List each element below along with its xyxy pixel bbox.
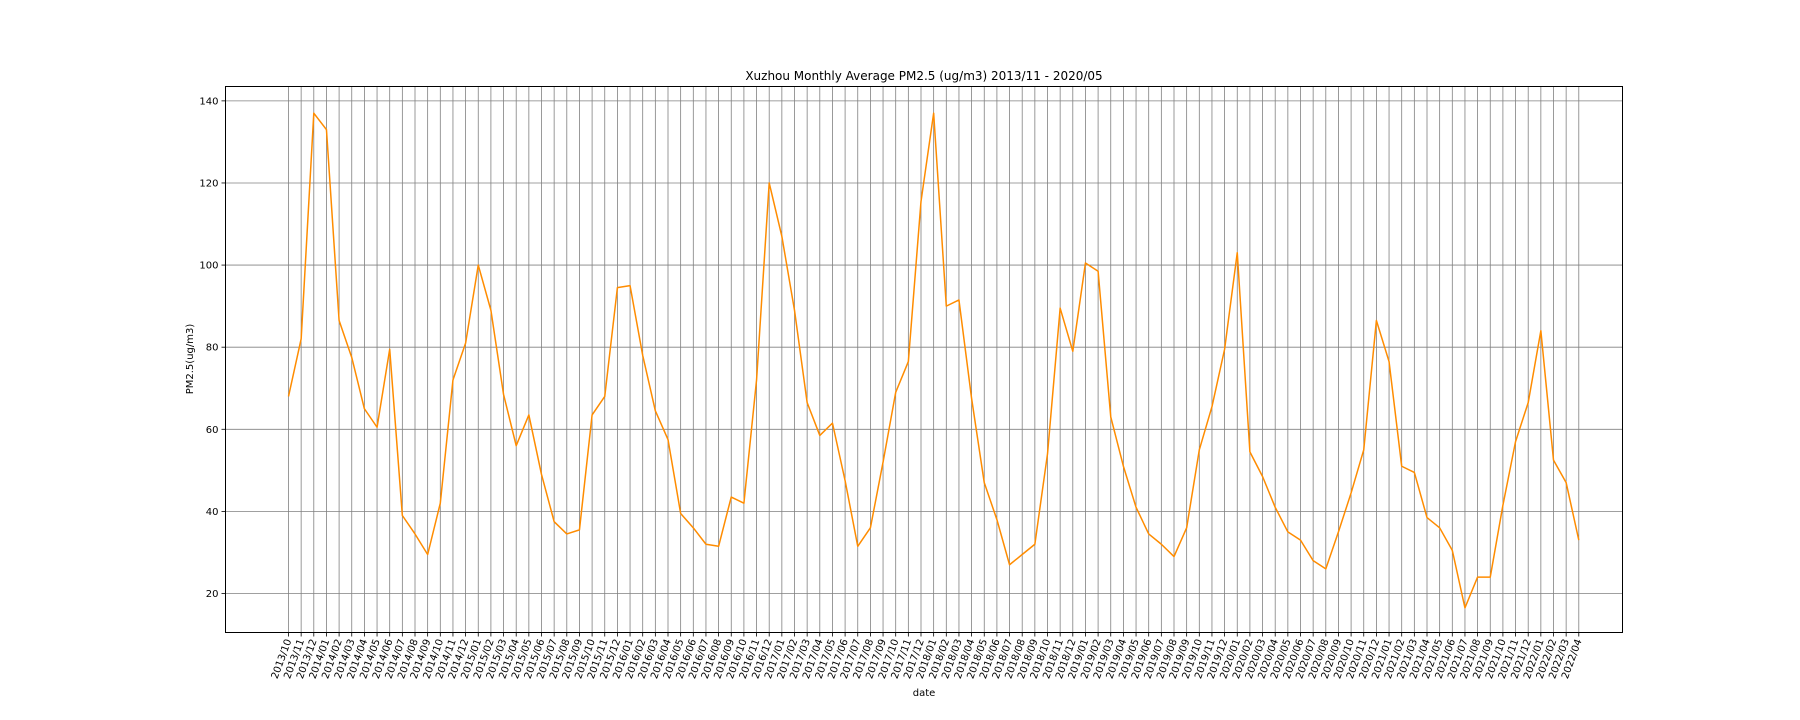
series-layer [287, 112, 1580, 609]
y-tick-label: 80 [206, 343, 219, 354]
y-tick-label: 100 [199, 261, 218, 272]
y-tick-label: 20 [206, 589, 219, 600]
x-axis-label: date [913, 688, 936, 699]
y-tick-label: 40 [206, 507, 219, 518]
grid-lines [225, 86, 1623, 633]
y-tick-label: 140 [199, 96, 218, 107]
y-axis-label: PM2.5(ug/m3) [185, 324, 196, 395]
y-tick-label: 120 [199, 178, 218, 189]
y-tick-label: 60 [206, 425, 219, 436]
y-axis-ticks: 20 40 60 80 100 120 140 [199, 96, 226, 600]
pm25-series-line [287, 112, 1580, 609]
chart-title: Xuzhou Monthly Average PM2.5 (ug/m3) 201… [745, 69, 1102, 83]
x-axis-ticks: 2013/102013/112013/122014/012014/022014/… [270, 632, 1585, 681]
plot-frame [225, 86, 1623, 633]
